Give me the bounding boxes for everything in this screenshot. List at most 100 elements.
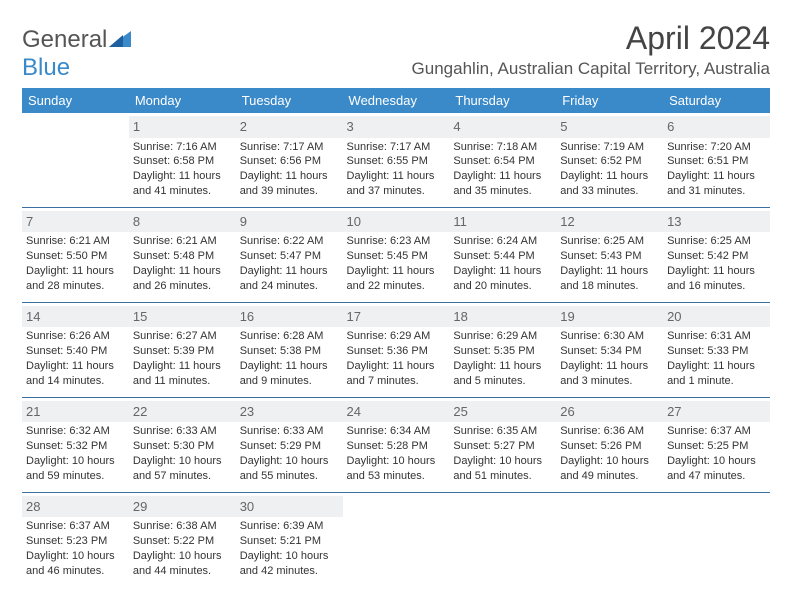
calendar-day-cell: 18Sunrise: 6:29 AMSunset: 5:35 PMDayligh… [449, 302, 556, 397]
sunset-line: Sunset: 5:44 PM [453, 249, 552, 264]
day-number: 6 [663, 116, 770, 138]
calendar-day-cell [556, 492, 663, 586]
sunset-line: Sunset: 5:47 PM [240, 249, 339, 264]
day-number: 20 [663, 306, 770, 328]
day-number: 11 [449, 211, 556, 233]
sunset-line: Sunset: 5:34 PM [560, 344, 659, 359]
calendar-week-row: 21Sunrise: 6:32 AMSunset: 5:32 PM Dayligh… [22, 397, 770, 492]
calendar-day-cell: 24Sunrise: 6:34 AMSunset: 5:28 PMDayligh… [343, 397, 450, 492]
sunset-line: Sunset: 5:25 PM [667, 439, 766, 454]
sunrise-line: Sunrise: 6:32 AM [26, 424, 125, 439]
daylight-line: Daylight: 11 hours and 9 minutes. [240, 359, 339, 389]
daylight-line: Daylight: 11 hours and 33 minutes. [560, 169, 659, 199]
sunset-line: Sunset: 5:29 PM [240, 439, 339, 454]
daylight-line: Daylight: 11 hours and 20 minutes. [453, 264, 552, 294]
sunrise-line: Sunrise: 6:36 AM [560, 424, 659, 439]
calendar-day-cell: 17Sunrise: 6:29 AMSunset: 5:36 PMDayligh… [343, 302, 450, 397]
day-number: 25 [449, 401, 556, 423]
sunrise-line: Sunrise: 6:31 AM [667, 329, 766, 344]
sunset-line: Sunset: 5:26 PM [560, 439, 659, 454]
day-number: 27 [663, 401, 770, 423]
daylight-line: Daylight: 10 hours and 55 minutes. [240, 454, 339, 484]
calendar-week-row: 14Sunrise: 6:26 AMSunset: 5:40 PMDayligh… [22, 302, 770, 397]
day-number: 30 [236, 496, 343, 518]
day-number: 21 [22, 401, 129, 423]
sunset-line: Sunset: 5:48 PM [133, 249, 232, 264]
daylight-line: Daylight: 11 hours and 22 minutes. [347, 264, 446, 294]
day-number: 5 [556, 116, 663, 138]
calendar-day-cell: 4Sunrise: 7:18 AMSunset: 6:54 PMDaylight… [449, 113, 556, 207]
sunset-line: Sunset: 6:54 PM [453, 154, 552, 169]
sunrise-line: Sunrise: 7:19 AM [560, 140, 659, 155]
sunset-line: Sunset: 5:42 PM [667, 249, 766, 264]
daylight-line: Daylight: 11 hours and 35 minutes. [453, 169, 552, 199]
calendar-body: 1Sunrise: 7:16 AMSunset: 6:58 PMDaylight… [22, 113, 770, 587]
sunrise-line: Sunrise: 6:24 AM [453, 234, 552, 249]
logo-word-general: General [22, 26, 107, 53]
daylight-line: Daylight: 10 hours and 47 minutes. [667, 454, 766, 484]
day-number: 29 [129, 496, 236, 518]
daylight-line: Daylight: 11 hours and 5 minutes. [453, 359, 552, 389]
day-header: Sunday [22, 88, 129, 113]
sunrise-line: Sunrise: 6:28 AM [240, 329, 339, 344]
calendar-day-cell: 20Sunrise: 6:31 AMSunset: 5:33 PMDayligh… [663, 302, 770, 397]
sunset-line: Sunset: 5:30 PM [133, 439, 232, 454]
sunrise-line: Sunrise: 7:17 AM [347, 140, 446, 155]
sunset-line: Sunset: 5:39 PM [133, 344, 232, 359]
calendar-day-cell: 9Sunrise: 6:22 AMSunset: 5:47 PMDaylight… [236, 207, 343, 302]
calendar-day-cell: 7Sunrise: 6:21 AMSunset: 5:50 PMDaylight… [22, 207, 129, 302]
sunrise-line: Sunrise: 6:38 AM [133, 519, 232, 534]
sunset-line: Sunset: 5:38 PM [240, 344, 339, 359]
sunset-line: Sunset: 5:32 PM [26, 439, 125, 454]
sunrise-line: Sunrise: 6:25 AM [667, 234, 766, 249]
daylight-line: Daylight: 11 hours and 24 minutes. [240, 264, 339, 294]
sunrise-line: Sunrise: 6:37 AM [667, 424, 766, 439]
daylight-line: Daylight: 11 hours and 28 minutes. [26, 264, 125, 294]
sunrise-line: Sunrise: 7:17 AM [240, 140, 339, 155]
calendar-day-cell: 5Sunrise: 7:19 AMSunset: 6:52 PMDaylight… [556, 113, 663, 207]
day-number: 18 [449, 306, 556, 328]
day-number: 17 [343, 306, 450, 328]
calendar-day-cell [343, 492, 450, 586]
day-number: 4 [449, 116, 556, 138]
calendar-day-cell: 8Sunrise: 6:21 AMSunset: 5:48 PMDaylight… [129, 207, 236, 302]
daylight-line: Daylight: 11 hours and 26 minutes. [133, 264, 232, 294]
calendar-header-row: SundayMondayTuesdayWednesdayThursdayFrid… [22, 88, 770, 113]
logo-text: GeneralBlue [22, 26, 131, 82]
calendar-table: SundayMondayTuesdayWednesdayThursdayFrid… [22, 88, 770, 587]
daylight-line: Daylight: 11 hours and 18 minutes. [560, 264, 659, 294]
day-header: Monday [129, 88, 236, 113]
sunrise-line: Sunrise: 6:25 AM [560, 234, 659, 249]
day-header: Wednesday [343, 88, 450, 113]
sunrise-line: Sunrise: 6:26 AM [26, 329, 125, 344]
sunset-line: Sunset: 5:23 PM [26, 534, 125, 549]
day-header: Saturday [663, 88, 770, 113]
daylight-line: Daylight: 10 hours and 51 minutes. [453, 454, 552, 484]
sunrise-line: Sunrise: 6:34 AM [347, 424, 446, 439]
sunrise-line: Sunrise: 6:21 AM [26, 234, 125, 249]
sunset-line: Sunset: 5:50 PM [26, 249, 125, 264]
calendar-day-cell: 3Sunrise: 7:17 AMSunset: 6:55 PMDaylight… [343, 113, 450, 207]
day-number: 8 [129, 211, 236, 233]
day-number: 15 [129, 306, 236, 328]
sunrise-line: Sunrise: 6:29 AM [347, 329, 446, 344]
calendar-day-cell: 30Sunrise: 6:39 AMSunset: 5:21 PMDayligh… [236, 492, 343, 586]
calendar-day-cell: 10Sunrise: 6:23 AMSunset: 5:45 PMDayligh… [343, 207, 450, 302]
calendar-day-cell: 22Sunrise: 6:33 AMSunset: 5:30 PMDayligh… [129, 397, 236, 492]
day-number: 7 [22, 211, 129, 233]
sunrise-line: Sunrise: 7:16 AM [133, 140, 232, 155]
daylight-line: Daylight: 11 hours and 7 minutes. [347, 359, 446, 389]
logo-triangle-icon [109, 26, 131, 53]
calendar-day-cell: 21Sunrise: 6:32 AMSunset: 5:32 PMDayligh… [22, 397, 129, 492]
day-number: 14 [22, 306, 129, 328]
sunset-line: Sunset: 5:21 PM [240, 534, 339, 549]
page-title: April 2024 [412, 20, 770, 57]
sunrise-line: Sunrise: 6:33 AM [133, 424, 232, 439]
calendar-day-cell: 28Sunrise: 6:37 AMSunset: 5:23 PMDayligh… [22, 492, 129, 586]
calendar-week-row: 7Sunrise: 6:21 AMSunset: 5:50 PMDaylight… [22, 207, 770, 302]
daylight-line: Daylight: 11 hours and 41 minutes. [133, 169, 232, 199]
sunrise-line: Sunrise: 6:39 AM [240, 519, 339, 534]
day-number: 23 [236, 401, 343, 423]
calendar-day-cell: 2Sunrise: 7:17 AMSunset: 6:56 PMDaylight… [236, 113, 343, 207]
sunset-line: Sunset: 5:36 PM [347, 344, 446, 359]
